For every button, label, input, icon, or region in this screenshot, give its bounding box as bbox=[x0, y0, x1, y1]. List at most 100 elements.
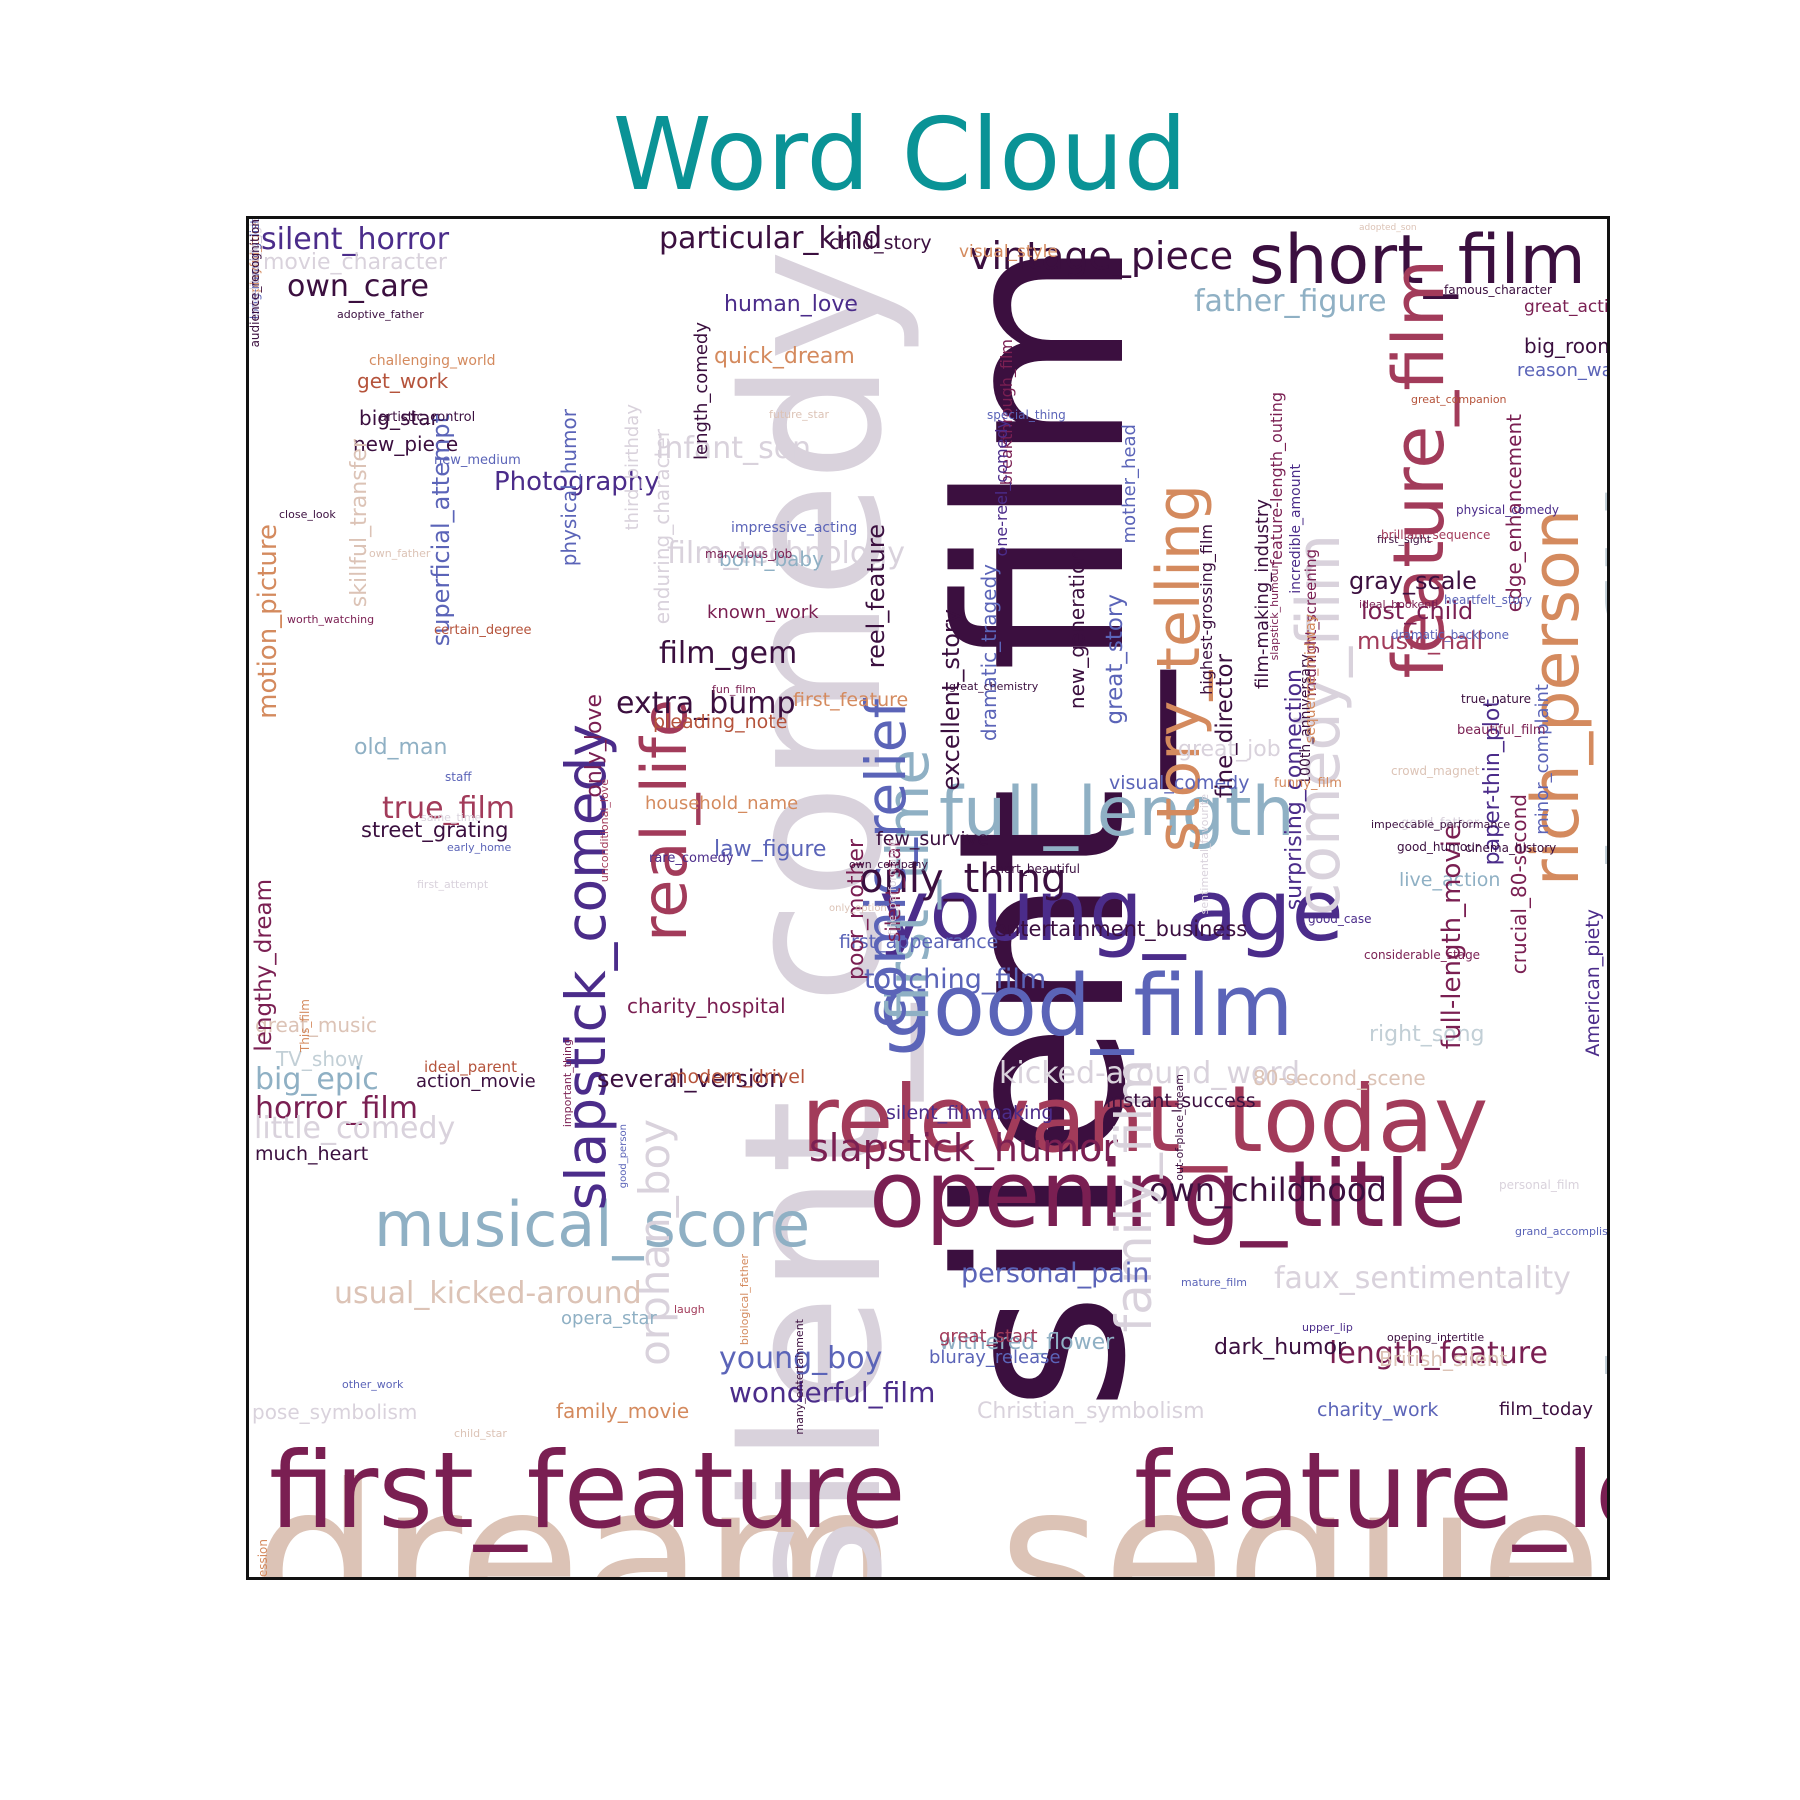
word-tv-show: TV_show bbox=[276, 1047, 364, 1071]
word-personal-pain: personal_pain bbox=[961, 1258, 1150, 1289]
word-upper-lip: upper_lip bbox=[1302, 1321, 1353, 1334]
word-ideal-parent: ideal_parent bbox=[424, 1058, 517, 1076]
word-first-feature-2: first_feature bbox=[793, 689, 909, 711]
word-right-song: right_song bbox=[1369, 1022, 1485, 1047]
word-great-start: great_start bbox=[939, 1326, 1038, 1347]
word-close-look: close_look bbox=[279, 508, 336, 521]
word-music-hall: music_hall bbox=[1357, 627, 1484, 655]
word-laugh: laugh bbox=[674, 1303, 705, 1316]
word-one-reel-comedy: one-reel_comedy bbox=[992, 419, 1011, 557]
word-impeccable-performance: impeccable_performance bbox=[1371, 818, 1511, 831]
word-short-film: short_film bbox=[1249, 221, 1586, 300]
word-particular-kind: particular_kind bbox=[659, 221, 883, 256]
word-modern-drivel: modern_drivel bbox=[669, 1066, 806, 1088]
word-true-nature: true_nature bbox=[1461, 692, 1531, 706]
word-beautiful-film: beautiful_film bbox=[1457, 723, 1546, 738]
word-physical-humor: physical_humor bbox=[557, 409, 581, 567]
word-young-boy: young_boy bbox=[719, 1341, 883, 1376]
word-much-heart: much_heart bbox=[255, 1143, 369, 1165]
word-special-thing: special_thing bbox=[987, 408, 1066, 422]
word-feature-length: feature_length bbox=[1134, 1430, 1607, 1552]
word-fine-performance: fine_performance bbox=[886, 839, 899, 936]
word-reason-way: reason_way bbox=[1517, 360, 1607, 381]
word-new-piece: new_piece bbox=[353, 432, 459, 456]
word-crowd-magnet: crowd_magnet bbox=[1391, 764, 1480, 778]
word-ideal-bookend: ideal_bookend bbox=[1359, 598, 1439, 611]
word-big-epic: big_epic bbox=[255, 1062, 379, 1097]
word-marvelous-job: marvelous_job bbox=[705, 547, 793, 561]
word-dramatic-backbone: dramatic_backbone bbox=[1391, 628, 1510, 642]
word-extra-bump: extra_bump bbox=[616, 686, 796, 721]
word-street-grating: street_grating bbox=[361, 818, 509, 842]
word-opening-intertitle: opening_intertitle bbox=[1387, 1331, 1485, 1344]
word-dramatic-tragedy: dramatic_tragedy bbox=[977, 564, 1001, 742]
word-heartfelt-story: heartfelt_story bbox=[1444, 593, 1532, 607]
word-this-film: This_film bbox=[298, 999, 312, 1053]
word-adoptive-father: adoptive_father bbox=[337, 308, 424, 321]
word-minor-complaint: minor_complaint bbox=[1532, 684, 1553, 835]
word-great-job: great_job bbox=[1178, 737, 1281, 762]
word-only-thing: only_thing bbox=[859, 856, 1067, 902]
word-christian-symbolism: Christian_symbolism bbox=[977, 1399, 1205, 1424]
word-important-thing: important_thing bbox=[561, 1039, 574, 1128]
word-little-comedy: little_comedy bbox=[254, 1111, 456, 1146]
word-child-story: child_story bbox=[829, 232, 932, 254]
word-superficial-attempt: superficial_attempt bbox=[427, 414, 455, 647]
word-mother-head: mother_head bbox=[1119, 424, 1140, 544]
word-biological-father: biological_father bbox=[738, 1254, 751, 1346]
word-good-case: good_case bbox=[1308, 912, 1372, 926]
word-great-story: great_story bbox=[1102, 594, 1128, 725]
word-other-work: other_work bbox=[342, 1378, 404, 1391]
word-challenging-world: challenging_world bbox=[369, 353, 496, 369]
word-first-appearance: first_appearance bbox=[839, 931, 999, 953]
word-80-second-scene: 80-second_scene bbox=[1253, 1066, 1426, 1090]
word-opera-star: opera_star bbox=[561, 1308, 657, 1329]
word-short-beautiful: short_beautiful bbox=[990, 862, 1080, 876]
word-future-star: future_star bbox=[769, 408, 829, 421]
word-opening-title: opening_title bbox=[869, 1141, 1467, 1248]
word-relevant-today: relevant_today bbox=[801, 1066, 1489, 1173]
word-true-film: true_film bbox=[382, 791, 516, 826]
word-musical-score: musical_score bbox=[374, 1188, 811, 1261]
word-several-version: several_version bbox=[597, 1065, 785, 1093]
word-unconditional-love: unconditional_love bbox=[598, 779, 611, 883]
word-pleading-note: pleading_note bbox=[653, 711, 788, 733]
word-length-feature: length_feature bbox=[1329, 1336, 1548, 1371]
word-visual-style: visual_style bbox=[959, 242, 1058, 262]
word-slapstick-humor: slapstick_humor bbox=[809, 1126, 1118, 1170]
word-cloud: dream_sequencesilent_filmsilent_comedyle… bbox=[249, 219, 1607, 1577]
word-first-attempt: first_attempt bbox=[417, 878, 489, 891]
word-own-father: own_father bbox=[369, 547, 431, 560]
word-first-sight: first_sight bbox=[1377, 533, 1432, 546]
word-old-man: old_man bbox=[354, 735, 448, 760]
word-quick-dream: quick_dream bbox=[714, 344, 855, 369]
word-own-company: own_company bbox=[849, 858, 928, 871]
word-impressive-acting: impressive_acting bbox=[731, 520, 858, 536]
word-great-acting: great_acting bbox=[1524, 297, 1607, 317]
word-full-length-movie: full-length_movie bbox=[1437, 824, 1467, 1050]
word-own-care: own_care bbox=[287, 269, 429, 304]
word-infant-son: infant_son bbox=[656, 431, 812, 466]
word-withered-flower: withered_flower bbox=[939, 1330, 1115, 1355]
word-charity-work: charity_work bbox=[1317, 1399, 1439, 1421]
word-funny-film: funny_film bbox=[1274, 776, 1342, 791]
word-continual-progression: continual_progression bbox=[256, 1539, 270, 1577]
word-cinema-history: cinema_history bbox=[1465, 841, 1557, 855]
word-young-age: young_age bbox=[879, 862, 1344, 961]
word-excellent-story: excellent_story bbox=[937, 609, 965, 791]
word-first-feature: first_feature bbox=[269, 1430, 906, 1552]
word-cloud-frame: dream_sequencesilent_filmsilent_comedyle… bbox=[246, 216, 1610, 1580]
word-slapstick-humour: slapstick_humour bbox=[1268, 564, 1281, 661]
word-entertainment-business: entertainment_business bbox=[994, 917, 1248, 941]
word-sentimental-favourite: sentimental_favourite bbox=[1198, 794, 1211, 915]
word-good-father: good_father bbox=[1401, 816, 1480, 831]
word-photography: Photography bbox=[494, 467, 660, 497]
word-film-today: film_today bbox=[1499, 1399, 1594, 1420]
word-horror-film: horror_film bbox=[255, 1091, 418, 1126]
word-movie-character: movie_character bbox=[263, 250, 447, 275]
word-action-movie: action_movie bbox=[416, 1071, 536, 1092]
word-gray-scale: gray_scale bbox=[1349, 567, 1477, 595]
word-grand-accomplishment: grand_accomplishment bbox=[1515, 1225, 1607, 1238]
word-bluray-release: bluray_release bbox=[929, 1347, 1061, 1368]
word-rare-comedy: rare_comedy bbox=[649, 851, 734, 866]
